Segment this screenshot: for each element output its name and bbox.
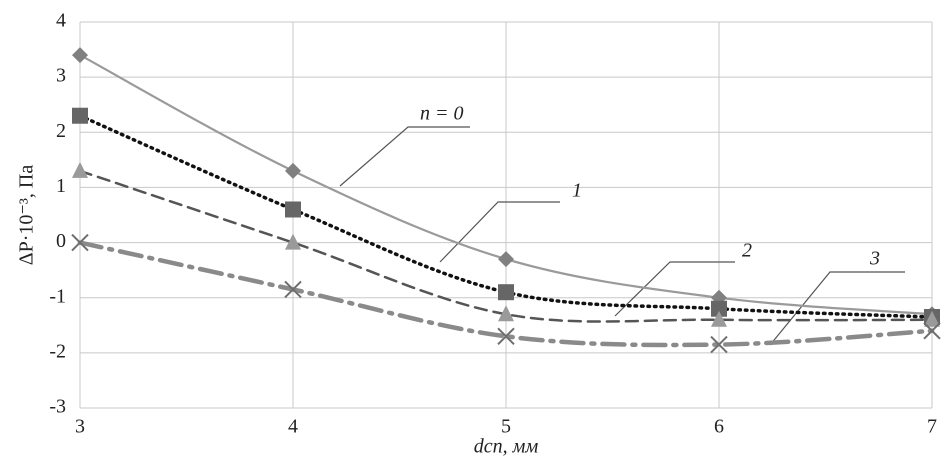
- marker: [498, 305, 514, 322]
- marker: [72, 107, 88, 124]
- x-tick-label: 6: [714, 416, 724, 438]
- y-tick-label: 3: [56, 65, 66, 87]
- marker: [285, 162, 301, 179]
- leader-line: [339, 126, 470, 187]
- series-label: 2: [742, 240, 752, 262]
- marker: [72, 47, 88, 64]
- y-tick-label: -3: [49, 396, 66, 418]
- marker: [71, 233, 89, 252]
- marker: [710, 335, 728, 354]
- marker: [923, 322, 941, 340]
- y-tick-label: 1: [56, 175, 66, 197]
- x-tick-label: 3: [75, 416, 85, 438]
- y-tick-label: 2: [56, 120, 66, 142]
- series-line: [77, 240, 935, 348]
- leader-line: [439, 201, 560, 263]
- marker: [285, 201, 301, 218]
- marker: [285, 233, 301, 250]
- y-tick-label: -1: [49, 285, 66, 307]
- marker: [498, 251, 514, 268]
- y-tick-label: 4: [56, 10, 66, 32]
- x-tick-label: 5: [501, 416, 511, 438]
- marker: [498, 284, 514, 301]
- y-axis-label: ΔP·10⁻³, Па: [16, 165, 38, 266]
- grid: [79, 21, 933, 409]
- marker: [711, 310, 727, 327]
- series-label: 1: [572, 180, 582, 202]
- marker: [711, 300, 727, 317]
- marker: [72, 161, 88, 178]
- leaders: [339, 126, 905, 346]
- x-tick-label: 7: [927, 416, 937, 438]
- marker: [284, 280, 302, 299]
- y-tick-label: -2: [49, 340, 66, 362]
- series-label: n = 0: [420, 103, 464, 125]
- x-tick-label: 4: [288, 416, 298, 438]
- y-tick-label: 0: [56, 230, 66, 252]
- series-label: 3: [869, 248, 880, 270]
- marker: [497, 327, 515, 346]
- leader-line: [614, 261, 735, 317]
- x-axis-label: dсп, мм: [474, 436, 539, 458]
- marker: [924, 310, 940, 327]
